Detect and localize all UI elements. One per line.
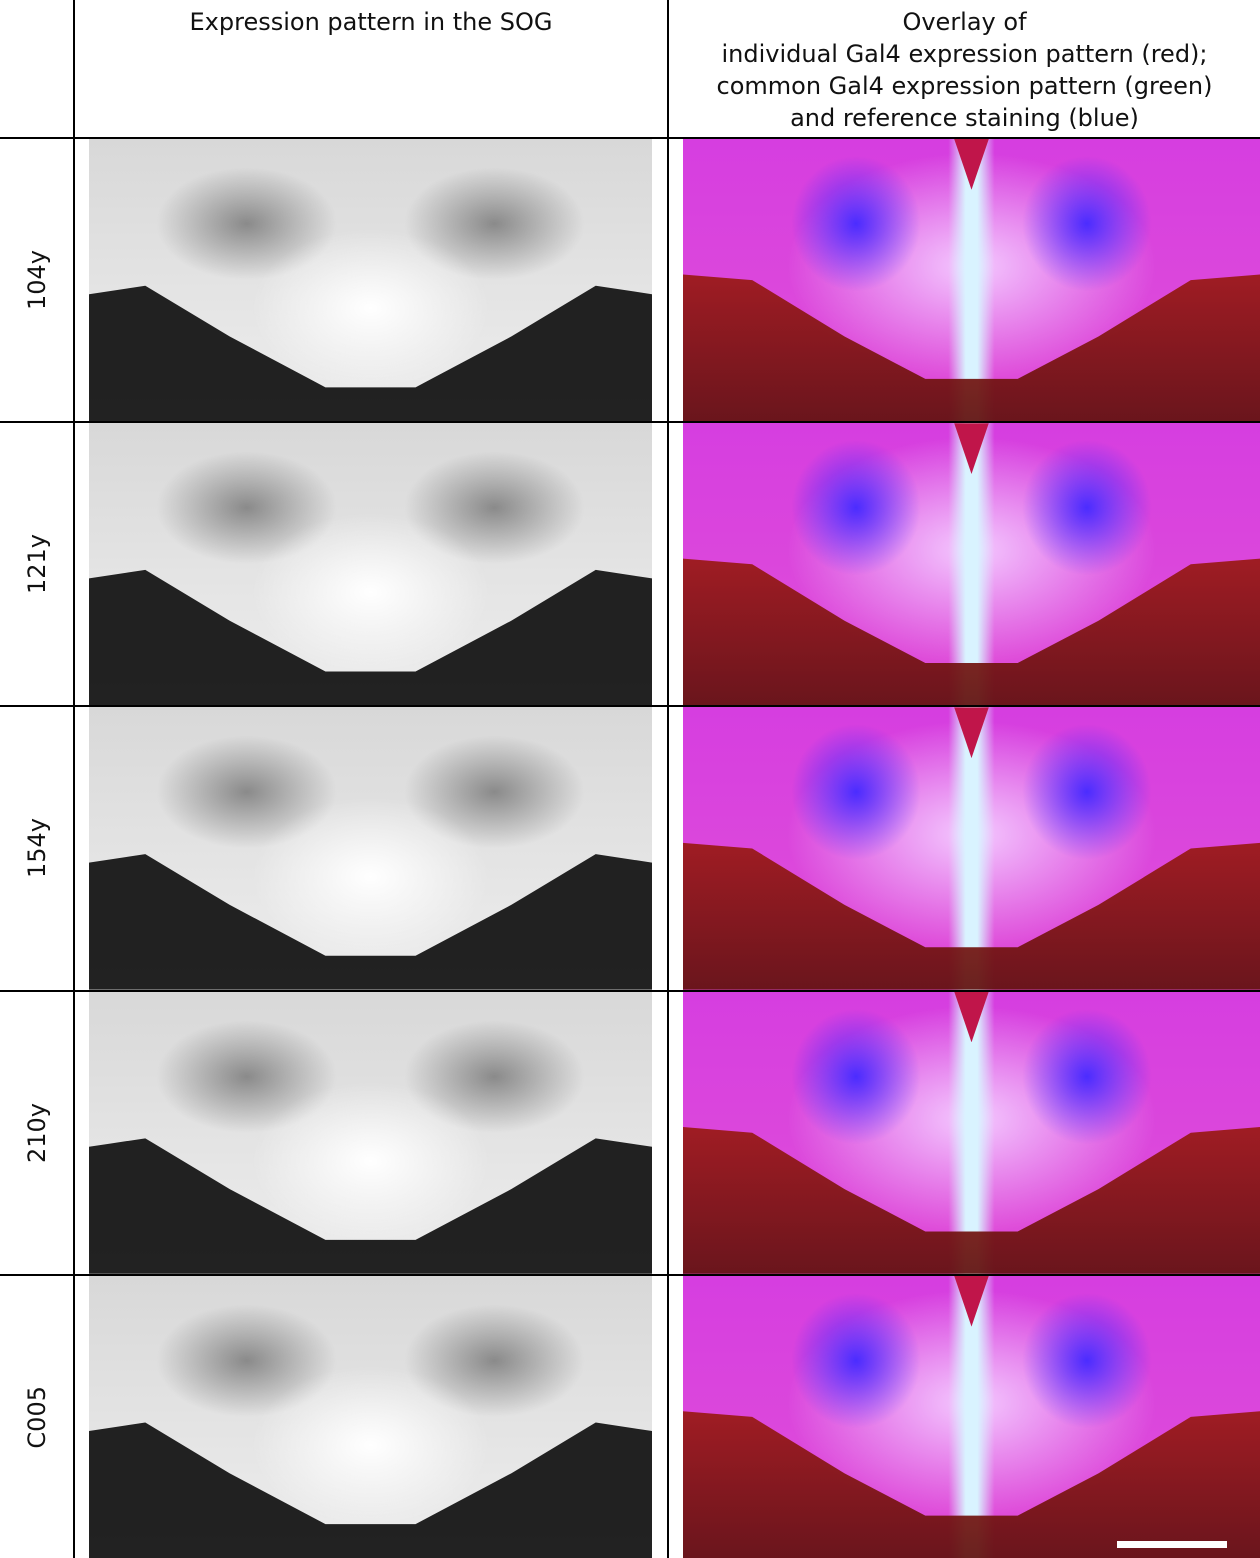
row-label-text: 121y xyxy=(23,534,51,594)
scale-bar xyxy=(1117,1541,1227,1548)
column-header: Expression pattern in the SOG xyxy=(75,6,667,38)
header-line: and reference staining (blue) xyxy=(669,102,1260,134)
row-label: 121y xyxy=(0,423,73,705)
row-label: 104y xyxy=(0,139,73,421)
header-line: common Gal4 expression pattern (green) xyxy=(669,70,1260,102)
expression-image xyxy=(89,139,652,421)
row-label: 154y xyxy=(0,707,73,989)
expression-image xyxy=(89,1276,652,1558)
expression-image xyxy=(89,992,652,1274)
rule xyxy=(667,0,669,1558)
header-line: Overlay of xyxy=(669,6,1260,38)
expression-image xyxy=(89,423,652,705)
header-line: individual Gal4 expression pattern (red)… xyxy=(669,38,1260,70)
overlay-image xyxy=(683,1276,1260,1558)
overlay-image xyxy=(683,992,1260,1274)
row-label-text: C005 xyxy=(23,1386,51,1449)
overlay-image xyxy=(683,139,1260,421)
row-label-text: 104y xyxy=(23,250,51,310)
row-label: C005 xyxy=(0,1276,73,1558)
figure-table: Expression pattern in the SOG Overlay of… xyxy=(0,0,1260,1558)
row-label-text: 210y xyxy=(23,1103,51,1163)
rule xyxy=(73,0,75,1558)
expression-image xyxy=(89,707,652,989)
overlay-image xyxy=(683,707,1260,989)
row-label-text: 154y xyxy=(23,818,51,878)
row-label: 210y xyxy=(0,992,73,1274)
overlay-image xyxy=(683,423,1260,705)
